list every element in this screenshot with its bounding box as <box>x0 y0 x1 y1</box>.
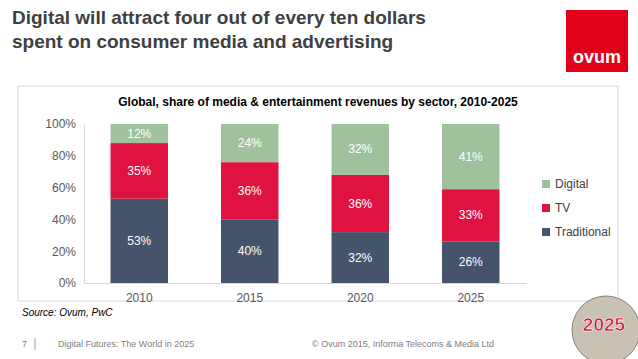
y-tick: 80% <box>52 149 84 163</box>
y-tick-label: 20% <box>52 245 76 259</box>
headline: spent on consumer media and advertising <box>12 31 393 52</box>
footer-divider <box>35 338 36 350</box>
y-tick: 100% <box>45 117 84 131</box>
x-tick-label: 2025 <box>457 291 484 305</box>
legend-swatch <box>542 228 550 236</box>
x-tick-label: 2015 <box>236 291 263 305</box>
x-tick-label: 2010 <box>126 291 153 305</box>
y-tick-label: 100% <box>45 117 76 131</box>
y-tick: 20% <box>52 245 84 259</box>
data-label: 32% <box>348 142 372 156</box>
bar-segment <box>442 124 499 189</box>
bar-segment <box>332 175 389 232</box>
y-tick-label: 0% <box>59 276 77 290</box>
y-tick-label: 60% <box>52 181 76 195</box>
data-labels: 53% 40% 32% 26% 35% 36% 36% 33% 12% 24% 32% 41% <box>127 127 483 270</box>
copyright: © Ovum 2015, Informa Telecoms & Media Lt… <box>312 339 494 349</box>
data-label: 33% <box>459 208 483 222</box>
data-label: 26% <box>459 255 483 269</box>
slide: Digital will attract four out of every t… <box>0 0 638 359</box>
y-axis: 0% 20% 40% 60% 80% 100% <box>45 117 84 290</box>
legend-swatch <box>542 180 550 188</box>
bar-segment <box>111 143 168 199</box>
headline: Digital will attract four out of every t… <box>12 7 426 28</box>
chart-frame <box>18 86 618 301</box>
y-tick: 60% <box>52 181 84 195</box>
x-axis: 2010 2015 2020 2025 <box>85 283 527 305</box>
legend-label: Traditional <box>555 225 611 239</box>
badge-globe <box>572 296 638 359</box>
data-label: 40% <box>238 244 262 258</box>
bar-segment <box>332 232 389 283</box>
bar-segment <box>111 199 168 283</box>
source: Source: Ovum, PwC <box>22 307 113 318</box>
x-tick: 2025 <box>457 283 484 305</box>
y-axis-line <box>84 125 85 284</box>
data-label: 36% <box>238 184 262 198</box>
x-tick: 2010 <box>126 283 153 305</box>
badge: 2025 <box>583 314 626 335</box>
bar-segment <box>221 219 278 283</box>
y-tick: 40% <box>52 213 84 227</box>
y-tick-label: 40% <box>52 213 76 227</box>
bar-segment <box>111 124 168 143</box>
y-tick: 0% <box>59 276 84 290</box>
legend-label: Digital <box>555 177 588 191</box>
data-label: 41% <box>459 150 483 164</box>
x-tick-label: 2020 <box>347 291 374 305</box>
data-label: 35% <box>127 164 151 178</box>
logo-box <box>566 10 628 72</box>
legend: Digital TV Traditional <box>542 177 611 239</box>
footer: Digital Futures: The World in 2025 <box>58 339 194 349</box>
bar-segment <box>221 162 278 219</box>
y-tick-label: 80% <box>52 149 76 163</box>
legend-swatch <box>542 204 550 212</box>
chart-title: Global, share of media & entertainment r… <box>118 95 518 109</box>
data-label: 12% <box>127 127 151 141</box>
data-label: 24% <box>238 136 262 150</box>
bar-segment <box>221 124 278 162</box>
data-label: 36% <box>348 197 372 211</box>
bar-segment <box>442 242 499 283</box>
x-axis-line <box>85 283 527 284</box>
x-tick: 2020 <box>347 283 374 305</box>
page-number: 7 <box>22 339 27 349</box>
x-tick: 2015 <box>236 283 263 305</box>
logo: ovum <box>573 47 621 67</box>
bar-segment <box>442 189 499 241</box>
bars <box>111 124 500 283</box>
legend-label: TV <box>555 201 570 215</box>
bar-segment <box>332 124 389 175</box>
data-label: 32% <box>348 251 372 265</box>
data-label: 53% <box>127 234 151 248</box>
